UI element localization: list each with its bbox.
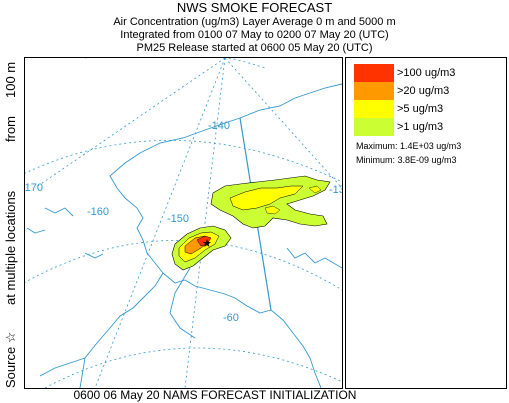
minimum-value: Minimum: 3.8E-09 ug/m3 <box>356 155 457 165</box>
side-label-source: Source ☆ <box>3 331 18 388</box>
legend-label: >5 ug/m3 <box>397 103 444 115</box>
meridian-line <box>94 58 226 388</box>
coastline-cook-inlet <box>169 267 196 339</box>
coastlines <box>26 83 342 388</box>
latitude-line <box>85 58 266 69</box>
meridian-line <box>224 58 342 189</box>
meridian-lines <box>34 58 342 388</box>
alaska-map: -170 -160 -150 -140 -130 -60 ★ <box>25 58 342 388</box>
map-title: NWS SMOKE FORECAST <box>176 0 333 15</box>
legend-label: >100 ug/m3 <box>397 67 456 79</box>
latitude-line <box>25 240 342 291</box>
legend-item: >100 ug/m3 <box>354 64 455 82</box>
coastline-west <box>79 117 241 388</box>
lon-label: -140 <box>208 120 230 132</box>
coastline-south <box>162 272 322 388</box>
coastline-north <box>239 83 342 119</box>
lon-label: -150 <box>167 213 189 225</box>
meridian-line <box>184 58 226 388</box>
lon-label: -170 <box>25 182 43 194</box>
legend-panel: >100 ug/m3 >20 ug/m3 >5 ug/m3 >1 ug/m3 M… <box>345 57 507 389</box>
integration-period: Integrated from 0100 07 May to 0200 07 M… <box>120 29 389 41</box>
legend-item: >5 ug/m3 <box>354 100 443 118</box>
maximum-value: Maximum: 1.4E+03 ug/m3 <box>356 141 462 151</box>
legend-swatch <box>354 82 394 100</box>
side-label-locations: at multiple locations <box>3 190 18 305</box>
legend-label: >20 ug/m3 <box>397 85 450 97</box>
coastline-russia-2 <box>26 227 46 234</box>
lon-label: -160 <box>87 206 109 218</box>
smoke-plume-south: ★ <box>171 225 232 271</box>
smoke-plume-north <box>210 175 331 229</box>
map-panel: -170 -160 -150 -140 -130 -60 ★ <box>24 57 343 389</box>
legend-item: >1 ug/m3 <box>354 118 443 136</box>
footer-initialization: 0600 06 May 20 NAMS FORECAST INITIALIZAT… <box>73 388 357 402</box>
latitude-lines <box>25 58 342 388</box>
source-star-icon: ★ <box>202 237 212 250</box>
side-label-height: 100 m <box>3 61 18 98</box>
legend-label: >1 ug/m3 <box>397 121 444 133</box>
latitude-line <box>25 140 342 183</box>
concentration-subtitle: Air Concentration (ug/m3) Layer Average … <box>113 16 396 28</box>
coastline-canada <box>286 247 342 269</box>
coastline-russia <box>44 207 74 217</box>
meridian-line <box>34 58 226 189</box>
legend-item: >20 ug/m3 <box>354 82 449 100</box>
island <box>84 252 104 259</box>
lon-label: -60 <box>223 312 239 324</box>
side-label-from: from <box>3 116 18 142</box>
legend-swatch <box>354 64 394 82</box>
legend-swatch <box>354 100 394 118</box>
latitude-line <box>44 347 342 388</box>
lon-label: -130 <box>329 184 342 196</box>
release-info: PM25 Release started at 0600 05 May 20 (… <box>136 42 373 54</box>
legend-swatch <box>354 118 394 136</box>
aleutian-islands <box>39 357 86 377</box>
